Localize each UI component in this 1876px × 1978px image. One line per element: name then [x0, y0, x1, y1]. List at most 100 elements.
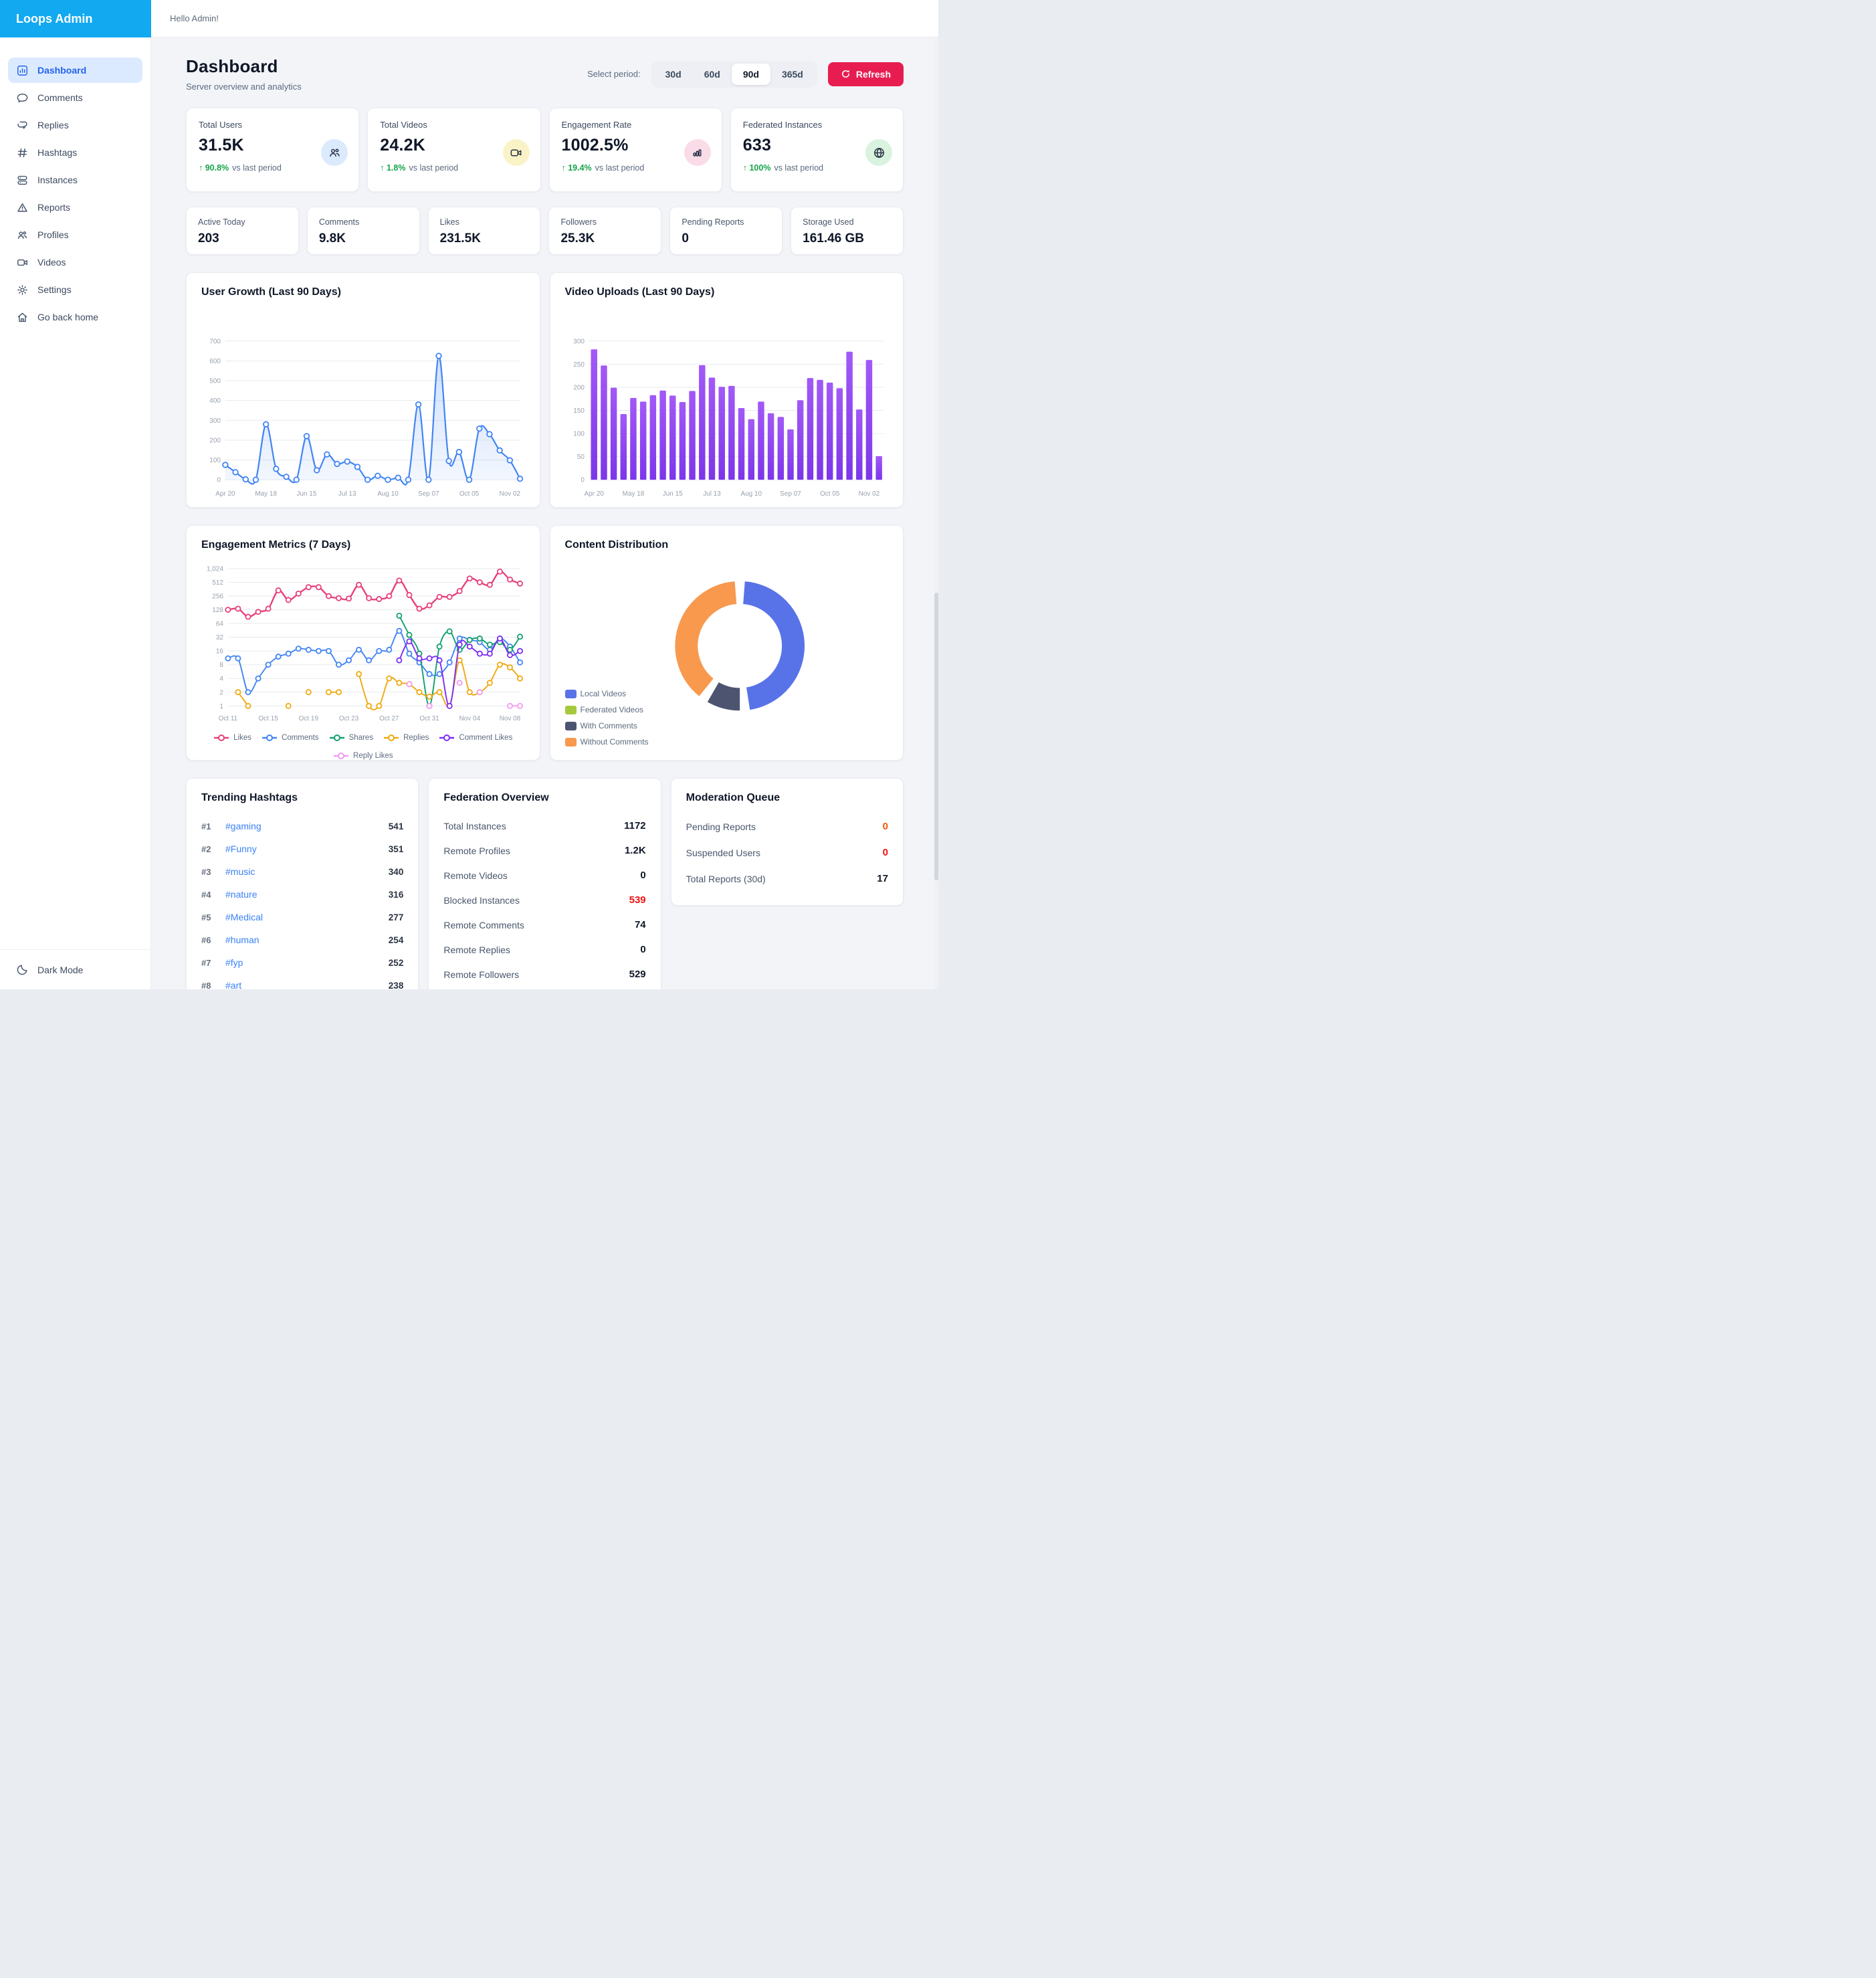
scrollbar-track[interactable]	[934, 37, 938, 989]
select-period-label: Select period:	[587, 69, 641, 79]
mini-stat-active-today: Active Today 203	[186, 207, 299, 255]
sidebar-item-comments[interactable]: Comments	[8, 85, 142, 110]
period-60d-button[interactable]: 60d	[693, 64, 732, 85]
svg-text:1,024: 1,024	[207, 565, 223, 573]
trending-hashtags-card: Trending Hashtags #1 #gaming 541 #2 #Funny 3…	[186, 778, 419, 989]
bottom-row: Trending Hashtags #1 #gaming 541 #2 #Funny 3…	[186, 778, 904, 989]
svg-text:16: 16	[216, 648, 224, 656]
svg-text:Oct 27: Oct 27	[379, 715, 399, 722]
svg-text:300: 300	[209, 417, 221, 425]
svg-text:4: 4	[219, 676, 223, 683]
row-label: Remote Comments	[443, 919, 524, 930]
stat-delta-suffix: vs last period	[409, 163, 459, 173]
legend-item-reply-likes[interactable]: Reply Likes	[333, 752, 393, 760]
svg-text:Nov 04: Nov 04	[459, 715, 480, 722]
mini-stat-value: 25.3K	[560, 231, 595, 245]
svg-text:Oct 05: Oct 05	[820, 490, 840, 498]
stat-label: Total Users	[199, 120, 243, 130]
svg-text:400: 400	[209, 397, 221, 405]
hashtag-link[interactable]: #fyp	[225, 957, 243, 968]
federation-overview-card: Federation Overview Total Instances 1172 …	[428, 778, 661, 989]
federation-row: Remote Profiles 1.2K	[443, 838, 645, 863]
legend-label: Without Comments	[580, 737, 649, 747]
greeting-text: Hello Admin!	[170, 13, 219, 23]
mini-stat-pending-reports: Pending Reports 0	[669, 207, 783, 255]
stat-value: 24.2K	[380, 136, 425, 155]
hashtag-icon	[17, 148, 27, 157]
svg-text:Oct 15: Oct 15	[258, 715, 278, 722]
sidebar-item-videos[interactable]: Videos	[8, 250, 142, 275]
svg-text:Oct 23: Oct 23	[339, 715, 359, 722]
home-icon	[17, 312, 27, 322]
period-365d-button[interactable]: 365d	[770, 64, 815, 85]
sidebar-item-profiles[interactable]: Profiles	[8, 222, 142, 248]
dark-mode-toggle[interactable]: Dark Mode	[0, 949, 150, 989]
sidebar-item-label: Settings	[37, 284, 72, 295]
federation-row: Remote Comments 74	[443, 912, 645, 937]
period-90d-button[interactable]: 90d	[731, 63, 770, 85]
hashtag-row: #7 #fyp 252	[201, 951, 403, 974]
moderation-row: Total Reports (30d) 17	[686, 866, 888, 892]
scrollbar-thumb[interactable]	[934, 593, 938, 880]
period-30d-button[interactable]: 30d	[654, 64, 693, 85]
svg-text:64: 64	[216, 621, 224, 628]
legend-item-comments[interactable]: Comments	[262, 734, 319, 742]
row-value: 539	[629, 894, 646, 906]
legend-item-likes[interactable]: Likes	[213, 734, 251, 742]
moderation-row: Suspended Users 0	[686, 839, 888, 866]
svg-text:Oct 11: Oct 11	[219, 715, 238, 722]
sidebar-item-reports[interactable]: Reports	[8, 195, 142, 220]
mini-stat-value: 203	[198, 231, 219, 245]
legend-item-shares[interactable]: Shares	[329, 734, 373, 742]
svg-text:2: 2	[219, 689, 223, 696]
legend-item-local-videos: Local Videos	[564, 689, 649, 698]
sidebar-item-go-back-home[interactable]: Go back home	[8, 304, 142, 330]
federation-row: Blocked Instances 539	[443, 888, 645, 912]
moderation-queue-card: Moderation Queue Pending Reports 0 Suspen…	[670, 778, 904, 906]
legend-label: Federated Videos	[580, 705, 644, 714]
hashtag-link[interactable]: #Funny	[225, 844, 257, 854]
stat-label: Federated Instances	[742, 120, 823, 130]
hashtag-count: 351	[388, 844, 404, 854]
page-header: Dashboard Server overview and analytics …	[186, 56, 904, 92]
refresh-button[interactable]: Refresh	[827, 62, 904, 86]
sidebar-item-hashtags[interactable]: Hashtags	[8, 140, 142, 165]
hashtag-link[interactable]: #human	[225, 934, 259, 945]
users-icon	[321, 139, 348, 166]
stat-delta-suffix: vs last period	[232, 163, 282, 173]
svg-text:0: 0	[217, 477, 221, 484]
sidebar-item-replies[interactable]: Replies	[8, 112, 142, 138]
page-subtitle: Server overview and analytics	[186, 82, 302, 92]
hashtag-link[interactable]: #Medical	[225, 912, 264, 922]
stat-card-engagement-rate: Engagement Rate 1002.5% ↑ 19.4% vs last p…	[548, 108, 722, 192]
user-growth-chart: 0 100 200 300 400 500 600 700 Apr 20 May 18 Jun 15…	[209, 338, 524, 498]
hashtag-link[interactable]: #nature	[225, 889, 257, 900]
hashtag-rank: #2	[201, 844, 211, 854]
svg-text:Oct 05: Oct 05	[459, 490, 480, 498]
legend-item-comment-likes[interactable]: Comment Likes	[439, 734, 512, 742]
svg-text:32: 32	[216, 634, 224, 641]
hashtag-row: #1 #gaming 541	[201, 815, 403, 837]
chart-title: Engagement Metrics (7 Days)	[201, 539, 351, 551]
legend-item-replies[interactable]: Replies	[383, 734, 429, 742]
hashtag-row: #3 #music 340	[201, 860, 403, 883]
sidebar-item-dashboard[interactable]: Dashboard	[8, 58, 142, 83]
legend-label: Likes	[233, 734, 252, 743]
hashtag-link[interactable]: #art	[225, 980, 242, 989]
greeting-bar: Hello Admin!	[151, 0, 938, 37]
dark-mode-label: Dark Mode	[37, 964, 84, 975]
row-label: Total Instances	[443, 820, 506, 831]
chart-title: Content Distribution	[564, 539, 669, 551]
sidebar-item-instances[interactable]: Instances	[8, 167, 142, 193]
sidebar-item-label: Videos	[37, 257, 66, 268]
hashtag-link[interactable]: #gaming	[225, 821, 262, 831]
content-distribution-chart	[674, 581, 805, 711]
moderation-list: Pending Reports 0 Suspended Users 0 Total …	[686, 813, 888, 892]
hashtag-link[interactable]: #music	[225, 866, 255, 877]
video-uploads-card: Video Uploads (Last 90 Days) 0 50 100 150 20…	[549, 272, 904, 508]
svg-text:Apr 20: Apr 20	[215, 490, 235, 498]
legend-marker	[214, 734, 229, 742]
sidebar-item-settings[interactable]: Settings	[8, 277, 142, 302]
svg-text:Jul 13: Jul 13	[703, 490, 721, 498]
row-value: 17	[877, 873, 888, 884]
